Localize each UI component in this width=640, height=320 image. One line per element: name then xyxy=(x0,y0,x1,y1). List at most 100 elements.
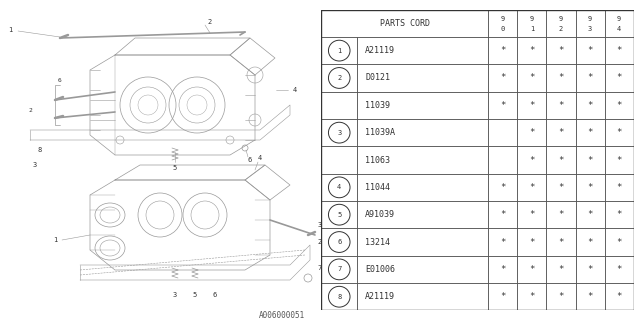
Bar xyxy=(321,256,357,283)
Bar xyxy=(517,201,547,228)
Text: *: * xyxy=(588,237,593,246)
Text: 6: 6 xyxy=(248,157,252,163)
Bar xyxy=(575,201,605,228)
Text: 5: 5 xyxy=(193,292,197,298)
Text: *: * xyxy=(529,46,534,55)
Bar xyxy=(488,228,517,256)
Text: 5: 5 xyxy=(337,212,341,218)
Text: A21119: A21119 xyxy=(365,292,395,301)
Bar xyxy=(605,119,634,146)
Text: 7: 7 xyxy=(337,266,341,272)
Text: 4: 4 xyxy=(293,87,297,93)
Text: *: * xyxy=(588,265,593,274)
Bar xyxy=(488,201,517,228)
Bar xyxy=(547,119,575,146)
Text: PARTS CORD: PARTS CORD xyxy=(380,19,430,28)
Bar xyxy=(488,119,517,146)
Text: 9: 9 xyxy=(617,16,621,22)
Text: *: * xyxy=(500,74,506,83)
Text: *: * xyxy=(616,156,622,164)
Text: *: * xyxy=(588,210,593,219)
Bar xyxy=(488,174,517,201)
Bar xyxy=(357,201,488,228)
Text: *: * xyxy=(529,156,534,164)
Text: 2: 2 xyxy=(28,108,32,113)
Text: *: * xyxy=(588,46,593,55)
Text: *: * xyxy=(558,237,564,246)
Text: *: * xyxy=(616,210,622,219)
Text: *: * xyxy=(558,74,564,83)
Bar xyxy=(488,256,517,283)
Text: D0121: D0121 xyxy=(365,74,390,83)
Bar xyxy=(605,174,634,201)
Bar xyxy=(517,283,547,310)
Bar xyxy=(488,146,517,174)
Text: 4: 4 xyxy=(258,155,262,161)
Text: *: * xyxy=(558,210,564,219)
Bar xyxy=(575,228,605,256)
Text: 9: 9 xyxy=(559,16,563,22)
Text: 2: 2 xyxy=(318,239,322,245)
Bar xyxy=(517,256,547,283)
Bar xyxy=(575,64,605,92)
Text: 3: 3 xyxy=(33,162,37,168)
Bar xyxy=(357,37,488,64)
Text: *: * xyxy=(500,183,506,192)
Text: 11039A: 11039A xyxy=(365,128,395,137)
Bar xyxy=(357,283,488,310)
Bar xyxy=(575,119,605,146)
Bar xyxy=(547,228,575,256)
Bar xyxy=(357,92,488,119)
Bar xyxy=(517,119,547,146)
Bar xyxy=(547,256,575,283)
Text: *: * xyxy=(500,46,506,55)
Bar xyxy=(357,256,488,283)
Text: *: * xyxy=(529,265,534,274)
Bar xyxy=(605,92,634,119)
Text: *: * xyxy=(529,237,534,246)
Bar xyxy=(605,201,634,228)
Text: 13214: 13214 xyxy=(365,237,390,246)
Bar xyxy=(517,146,547,174)
Text: *: * xyxy=(616,74,622,83)
Bar xyxy=(321,92,357,119)
Text: *: * xyxy=(616,128,622,137)
Bar xyxy=(321,10,488,37)
Text: *: * xyxy=(616,101,622,110)
Text: E01006: E01006 xyxy=(365,265,395,274)
Text: *: * xyxy=(616,46,622,55)
Text: 1: 1 xyxy=(337,48,341,54)
Text: *: * xyxy=(529,101,534,110)
Text: *: * xyxy=(529,292,534,301)
Bar xyxy=(517,37,547,64)
Text: 9: 9 xyxy=(500,16,505,22)
Text: 1: 1 xyxy=(530,26,534,32)
Text: 3: 3 xyxy=(337,130,341,136)
Text: A91039: A91039 xyxy=(365,210,395,219)
Text: *: * xyxy=(616,237,622,246)
Text: *: * xyxy=(500,101,506,110)
Text: *: * xyxy=(529,74,534,83)
Text: *: * xyxy=(588,156,593,164)
Bar xyxy=(357,146,488,174)
Bar xyxy=(321,201,357,228)
Text: 5: 5 xyxy=(173,165,177,171)
Bar xyxy=(605,256,634,283)
Text: *: * xyxy=(500,237,506,246)
Bar xyxy=(517,228,547,256)
Bar xyxy=(575,283,605,310)
Text: *: * xyxy=(588,292,593,301)
Bar xyxy=(321,146,357,174)
Text: *: * xyxy=(558,128,564,137)
Text: 6: 6 xyxy=(337,239,341,245)
Text: 11039: 11039 xyxy=(365,101,390,110)
Text: *: * xyxy=(616,183,622,192)
Text: 9: 9 xyxy=(588,16,592,22)
Text: 4: 4 xyxy=(617,26,621,32)
Bar xyxy=(575,174,605,201)
Text: 2: 2 xyxy=(337,75,341,81)
Text: *: * xyxy=(529,128,534,137)
Text: *: * xyxy=(588,128,593,137)
Text: 0: 0 xyxy=(500,26,505,32)
Text: 11044: 11044 xyxy=(365,183,390,192)
